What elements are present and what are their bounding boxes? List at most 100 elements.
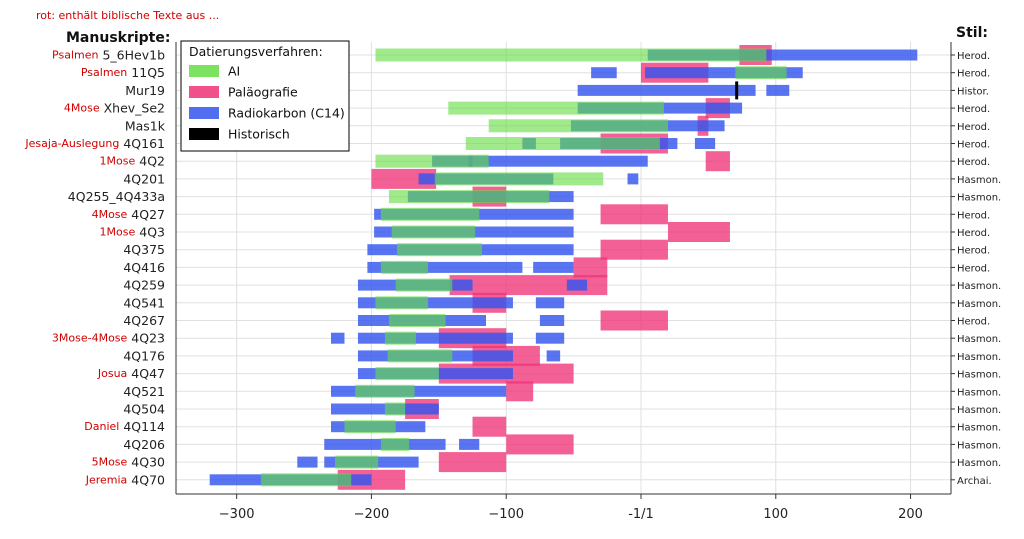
ai-bar-Mas1k (488, 119, 668, 133)
x-tick-label: −300 (219, 507, 255, 522)
x-tick-label: -1/1 (628, 507, 654, 522)
manuscript-label: 4Q206 (123, 437, 165, 452)
ai-bar-4Q47 (375, 367, 439, 381)
style-label: Hasmon. (957, 458, 1001, 469)
style-label: Hasmon. (957, 405, 1001, 416)
manuscript-label: 4Q70 (131, 472, 165, 487)
historical-marker-Mur19 (735, 81, 739, 100)
style-label: Herod. (957, 140, 990, 151)
style-label: Herod. (957, 228, 990, 239)
book-label: Jeremia (85, 473, 128, 486)
style-label: Herod. (957, 51, 990, 62)
legend-swatch-hist (189, 128, 219, 140)
c14-bar-4Q267 (539, 315, 565, 326)
manuscript-label: 4Q541 (123, 295, 165, 310)
ai-bar-4Q161 (465, 137, 660, 150)
c14-bar-4Q521 (331, 385, 507, 397)
legend: Datierungsverfahren: AI Paläografie Radiok… (180, 40, 350, 152)
style-label: Hasmon. (957, 423, 1001, 434)
ai-bar-4Q176 (387, 349, 453, 363)
row-labels: 5_6Hev1b Psalmen Herod. 11Q5 Psalmen Herod. Mu… (24, 48, 1001, 488)
book-label: Psalmen (52, 49, 98, 62)
palaeo-bar-4Q267 (600, 310, 668, 331)
style-label: Hasmon. (957, 352, 1001, 363)
c14-bar-4Q541 (535, 297, 565, 309)
x-tick-label: 100 (763, 507, 788, 522)
manuscript-label: 11Q5 (131, 65, 165, 80)
ai-bar-Xhev_Se2 (448, 101, 664, 115)
ai-bar-4Q504 (384, 402, 406, 416)
legend-label-hist: Historisch (228, 127, 290, 142)
book-label: 3Mose-4Mose (52, 332, 128, 345)
ai-bar-4Q27 (380, 207, 480, 221)
c14-bar-4Q206 (459, 438, 480, 450)
c14-bar-4Q416 (367, 261, 523, 273)
ai-bar-4Q375 (397, 243, 482, 257)
style-label: Hasmon. (957, 440, 1001, 451)
c14-bar-4Q2 (468, 155, 648, 167)
manuscript-label: Mur19 (125, 83, 165, 98)
book-label: 5Mose (92, 456, 128, 469)
style-label: Herod. (957, 104, 990, 115)
ai-bar-4Q201 (434, 172, 604, 186)
manuscript-label: 4Q201 (123, 171, 165, 186)
manuscript-label: 4Q23 (131, 331, 165, 346)
book-label: Josua (97, 367, 127, 380)
x-tick-label: −200 (354, 507, 390, 522)
style-label: Herod. (957, 210, 990, 221)
legend-title: Datierungsverfahren: (189, 44, 323, 59)
ai-bar-4Q267 (388, 314, 446, 327)
c14-bar-4Q23 (535, 332, 565, 344)
manuscript-label: 4Q267 (123, 313, 165, 328)
manuscript-label: 4Q375 (123, 242, 165, 257)
style-label: Hasmon. (957, 175, 1001, 186)
palaeo-bar-4Q114 (472, 416, 507, 437)
style-label: Herod. (957, 263, 990, 274)
c14-bar-4Q541 (357, 297, 513, 309)
legend-swatch-c14 (189, 107, 219, 119)
manuscript-label: 4Q416 (123, 260, 165, 275)
ai-bar-11Q5 (735, 66, 787, 80)
manuscript-label: 4Q47 (131, 366, 165, 381)
ai-bar-4Q416 (380, 260, 429, 274)
palaeo-bar-4Q30 (438, 452, 507, 473)
book-label: 1Mose (100, 155, 136, 168)
palaeo-bar-4Q2 (705, 151, 730, 172)
c14-bar-5_6Hev1b (647, 49, 918, 61)
ai-bar-4Q259 (395, 278, 453, 292)
style-label: Herod. (957, 317, 990, 328)
palaeo-bar-4Q27 (600, 204, 668, 225)
c14-bar-4Q504 (331, 403, 439, 415)
legend-label-palaeo: Paläografie (228, 85, 298, 100)
c14-bar-4Q259 (566, 279, 588, 291)
style-label: Histor. (957, 86, 989, 97)
manuscript-label: 4Q521 (123, 384, 165, 399)
c14-bar-11Q5 (645, 67, 803, 79)
book-label: Daniel (84, 420, 119, 433)
manuscript-label: 4Q176 (123, 348, 165, 363)
legend-swatch-ai (189, 65, 219, 77)
book-label: Jesaja-Auslegung (24, 137, 119, 150)
c14-bar-4Q161 (694, 138, 716, 149)
manuscript-label: 4Q259 (123, 278, 165, 293)
c14-bar-Mur19 (577, 84, 756, 96)
ai-bar-4Q206 (380, 437, 410, 451)
ai-bar-4Q23 (384, 331, 416, 345)
book-label: 4Mose (64, 102, 100, 115)
style-label: Hasmon. (957, 299, 1001, 310)
c14-bar-Mur19 (766, 84, 790, 96)
book-label: 4Mose (92, 208, 128, 221)
ai-bar-4Q114 (344, 420, 396, 434)
ai-bar-4Q2 (375, 154, 489, 168)
c14-bar-4Q201 (627, 173, 639, 185)
style-label: Hasmon. (957, 387, 1001, 398)
palaeo-bar-4Q521 (506, 381, 534, 402)
manuscript-label: Xhev_Se2 (104, 101, 165, 116)
style-label: Hasmon. (957, 281, 1001, 292)
style-label: Herod. (957, 246, 990, 257)
palaeo-bar-4Q375 (600, 239, 668, 260)
manuscript-label: 4Q114 (123, 419, 165, 434)
c14-bar-4Q176 (546, 350, 561, 362)
chart-note: rot: enthält biblische Texte aus ... (36, 9, 219, 22)
legend-label-c14: Radiokarbon (C14) (228, 106, 345, 121)
